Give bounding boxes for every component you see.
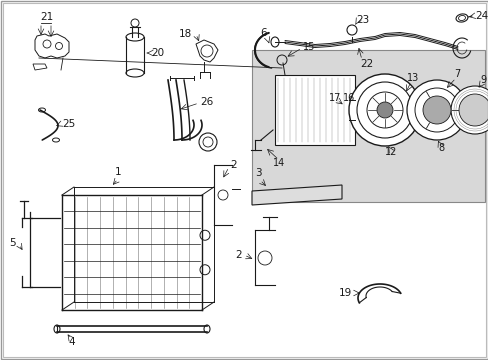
Text: 22: 22 <box>359 59 372 69</box>
Text: 12: 12 <box>384 147 396 157</box>
Text: 14: 14 <box>272 158 285 168</box>
Circle shape <box>450 86 488 134</box>
Text: 4: 4 <box>68 337 75 347</box>
Text: 1: 1 <box>115 167 121 177</box>
Polygon shape <box>251 50 484 202</box>
Circle shape <box>414 88 458 132</box>
Bar <box>274 75 354 145</box>
Circle shape <box>458 94 488 126</box>
Circle shape <box>376 102 392 118</box>
Circle shape <box>422 96 450 124</box>
Text: 23: 23 <box>355 15 368 25</box>
Text: 21: 21 <box>41 12 54 22</box>
Circle shape <box>356 82 412 138</box>
Text: 6: 6 <box>260 28 267 38</box>
Text: 26: 26 <box>200 97 213 107</box>
Text: 16: 16 <box>342 93 354 103</box>
Text: 5: 5 <box>9 238 16 248</box>
Circle shape <box>348 74 420 146</box>
Text: 24: 24 <box>474 11 487 21</box>
Text: 25: 25 <box>62 119 75 129</box>
Circle shape <box>366 92 402 128</box>
Text: 2: 2 <box>235 250 242 260</box>
Text: 9: 9 <box>479 75 485 85</box>
Text: 10: 10 <box>486 77 488 87</box>
Text: 8: 8 <box>437 143 443 153</box>
Text: 17: 17 <box>328 93 341 103</box>
Text: 7: 7 <box>453 69 459 79</box>
Text: 2: 2 <box>229 160 236 170</box>
Text: 18: 18 <box>179 29 192 39</box>
Text: 15: 15 <box>303 42 315 52</box>
Text: 3: 3 <box>254 168 261 178</box>
Circle shape <box>406 80 466 140</box>
Polygon shape <box>251 185 341 205</box>
Text: 20: 20 <box>151 48 164 58</box>
Text: 19: 19 <box>338 288 351 298</box>
Text: 13: 13 <box>406 73 418 83</box>
